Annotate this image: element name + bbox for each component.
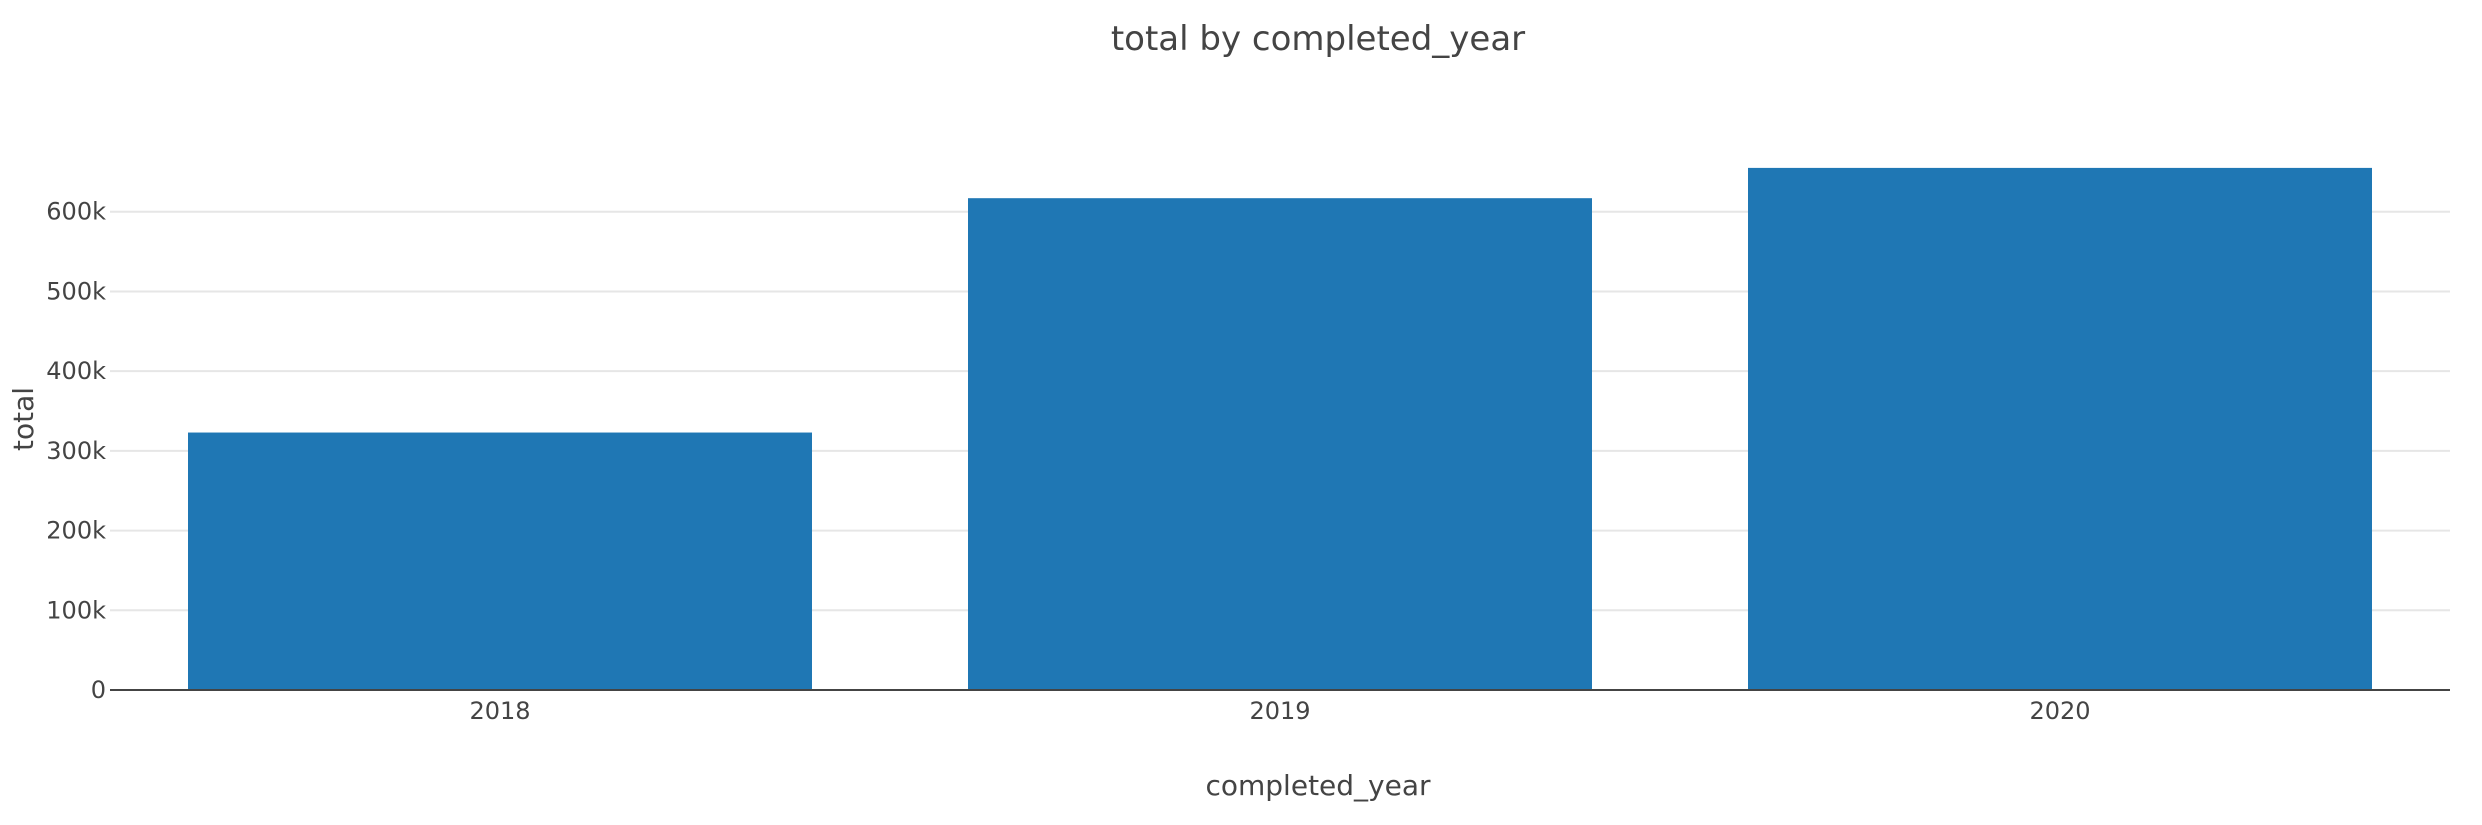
bar (1748, 167, 2372, 690)
chart-title: total by completed_year (1111, 19, 1525, 59)
y-tick-label: 100k (46, 596, 106, 624)
y-tick-label: 500k (46, 277, 106, 305)
y-tick-label: 300k (46, 437, 106, 465)
x-tick-label: 2018 (469, 697, 530, 725)
y-tick-label: 200k (46, 517, 106, 545)
bar (188, 432, 812, 690)
x-axis-title: completed_year (1205, 769, 1431, 802)
y-tick-label: 400k (46, 357, 106, 385)
y-tick-label: 0 (91, 676, 106, 704)
y-axis-title: total (7, 387, 40, 451)
axes: 0 100k 200k 300k 400k 500k 600k 2018 2019 2020 (46, 198, 2450, 725)
x-tick-label: 2020 (2029, 697, 2090, 725)
x-tick-label: 2019 (1249, 697, 1310, 725)
bars (188, 167, 2372, 690)
y-tick-label: 600k (46, 198, 106, 226)
bar (968, 198, 1592, 690)
